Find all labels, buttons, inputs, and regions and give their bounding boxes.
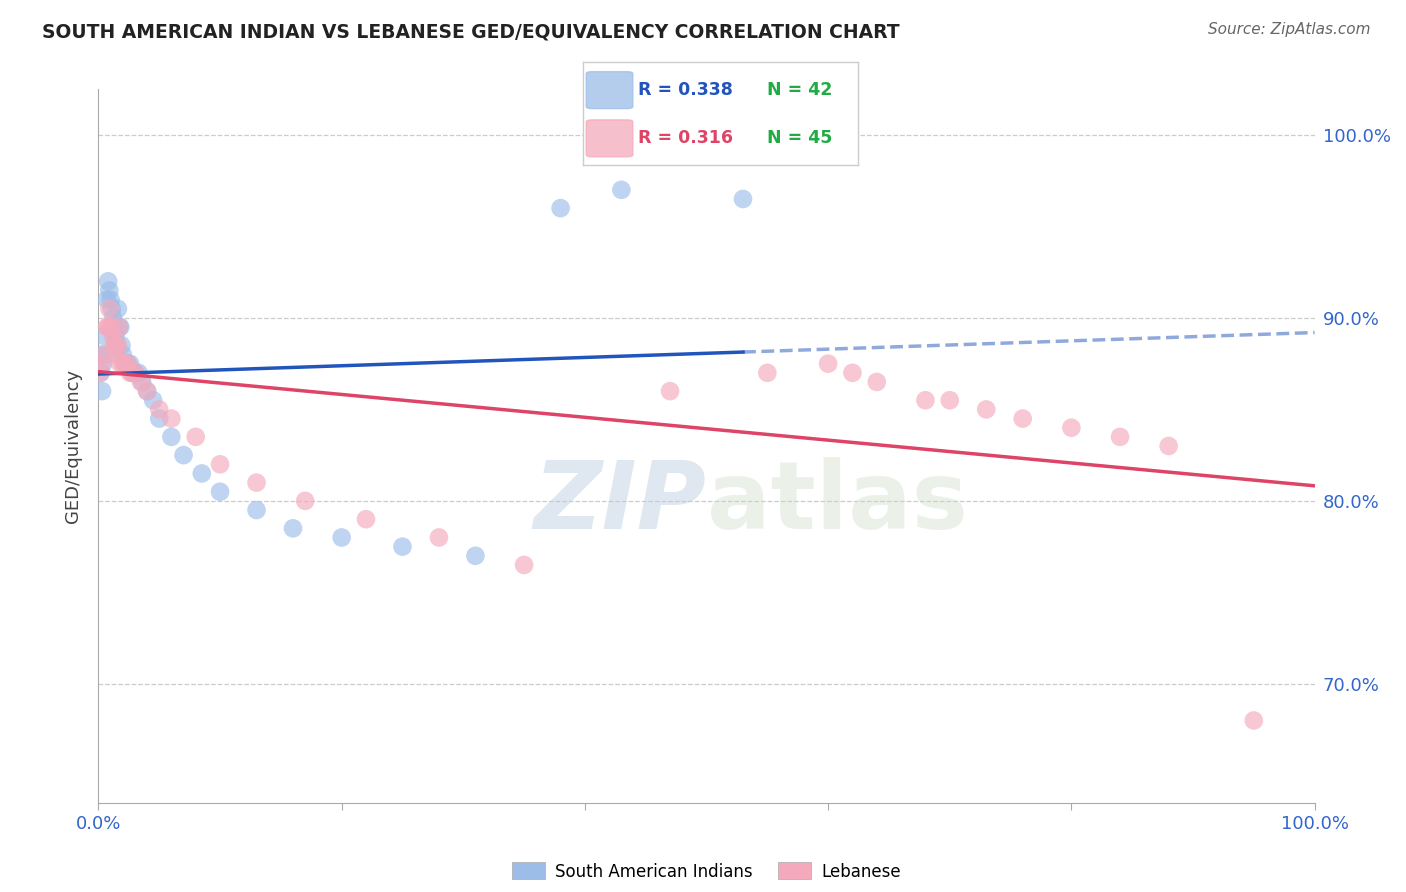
Point	[245, 475, 267, 490]
Text: ZIP: ZIP	[534, 457, 707, 549]
Point	[101, 329, 124, 343]
Point	[391, 540, 413, 554]
FancyBboxPatch shape	[586, 71, 633, 109]
Point	[91, 384, 114, 398]
Point	[160, 411, 183, 425]
Point	[104, 329, 127, 343]
Point	[98, 301, 121, 316]
Point	[1060, 420, 1083, 434]
Point	[111, 347, 134, 361]
Text: Source: ZipAtlas.com: Source: ZipAtlas.com	[1208, 22, 1371, 37]
Point	[1157, 439, 1180, 453]
Point	[160, 430, 183, 444]
Point	[105, 347, 128, 361]
Point	[97, 320, 120, 334]
Point	[136, 384, 159, 398]
Point	[91, 357, 114, 371]
Text: atlas: atlas	[707, 457, 967, 549]
Y-axis label: GED/Equivalency: GED/Equivalency	[65, 369, 83, 523]
Point	[89, 347, 111, 361]
Text: R = 0.338: R = 0.338	[638, 81, 733, 99]
Point	[105, 338, 128, 352]
FancyBboxPatch shape	[586, 120, 633, 157]
Point	[191, 467, 214, 481]
Point	[101, 301, 124, 316]
Point	[98, 284, 121, 298]
Point	[110, 357, 132, 371]
Point	[914, 393, 936, 408]
Text: R = 0.316: R = 0.316	[638, 129, 734, 147]
Point	[756, 366, 779, 380]
Point	[104, 338, 127, 352]
Text: N = 45: N = 45	[768, 129, 832, 147]
Point	[93, 329, 115, 343]
Point	[110, 338, 132, 352]
Point	[128, 366, 150, 380]
Point	[148, 402, 170, 417]
Point	[117, 357, 139, 371]
Point	[100, 320, 122, 334]
Point	[91, 357, 114, 371]
Point	[173, 448, 195, 462]
Point	[1243, 714, 1265, 728]
Point	[100, 293, 122, 307]
Point	[96, 320, 118, 334]
Point	[111, 357, 134, 371]
Point	[1109, 430, 1132, 444]
Point	[129, 375, 152, 389]
Point	[245, 503, 267, 517]
Point	[731, 192, 754, 206]
Point	[281, 521, 304, 535]
Point	[108, 320, 131, 334]
Point	[101, 310, 124, 325]
Point	[124, 366, 146, 380]
Point	[866, 375, 889, 389]
Point	[94, 347, 117, 361]
Point	[103, 320, 125, 334]
Point	[103, 338, 125, 352]
Point	[294, 494, 316, 508]
Point	[118, 357, 141, 371]
Point	[101, 320, 124, 334]
Point	[427, 531, 450, 545]
Point	[354, 512, 377, 526]
Point	[121, 366, 143, 380]
Point	[107, 338, 129, 352]
Point	[121, 366, 143, 380]
Text: N = 42: N = 42	[768, 81, 832, 99]
Point	[148, 411, 170, 425]
Legend: South American Indians, Lebanese: South American Indians, Lebanese	[505, 855, 908, 888]
Point	[513, 558, 536, 572]
Point	[184, 430, 207, 444]
Point	[464, 549, 486, 563]
Point	[97, 274, 120, 288]
Point	[110, 320, 132, 334]
Point	[610, 183, 633, 197]
Point	[96, 293, 118, 307]
Point	[550, 201, 572, 215]
Point	[330, 531, 353, 545]
Point	[114, 357, 136, 371]
Point	[817, 357, 839, 371]
Point	[209, 458, 232, 472]
Point	[107, 301, 129, 316]
Point	[841, 366, 863, 380]
Point	[90, 366, 112, 380]
Point	[1011, 411, 1033, 425]
Point	[114, 357, 136, 371]
Point	[117, 357, 139, 371]
Point	[974, 402, 997, 417]
Point	[118, 366, 141, 380]
Point	[124, 366, 146, 380]
Point	[108, 320, 131, 334]
Text: SOUTH AMERICAN INDIAN VS LEBANESE GED/EQUIVALENCY CORRELATION CHART: SOUTH AMERICAN INDIAN VS LEBANESE GED/EQ…	[42, 22, 900, 41]
Point	[131, 375, 153, 389]
Point	[659, 384, 682, 398]
Point	[142, 393, 165, 408]
Point	[939, 393, 962, 408]
Point	[93, 347, 115, 361]
Point	[209, 484, 232, 499]
Point	[136, 384, 159, 398]
Point	[89, 366, 111, 380]
